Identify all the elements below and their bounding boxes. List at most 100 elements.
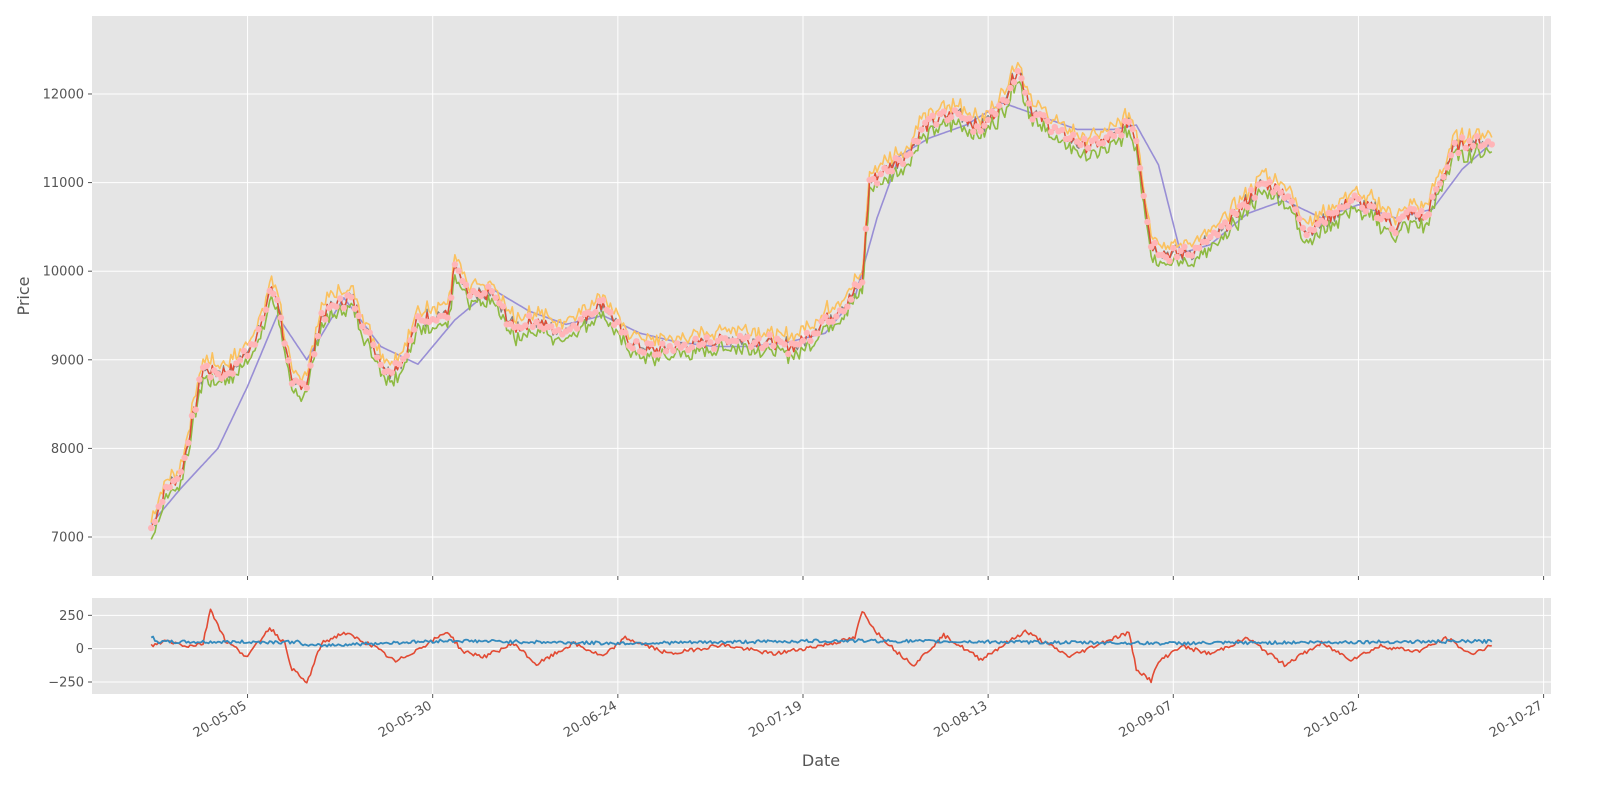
close-marker: [1125, 118, 1133, 126]
close-marker: [262, 306, 270, 313]
close-marker: [1451, 139, 1458, 147]
close-marker: [1418, 207, 1425, 215]
close-marker: [688, 343, 696, 351]
close-marker: [403, 352, 410, 359]
price-y-tick-label: 11000: [43, 176, 84, 191]
close-marker: [614, 318, 621, 326]
close-marker: [485, 283, 492, 290]
close-marker: [947, 114, 955, 121]
close-marker: [1051, 123, 1059, 131]
close-marker: [1273, 184, 1281, 192]
close-marker: [281, 340, 288, 347]
price-y-tick-label: 12000: [43, 87, 84, 102]
close-marker: [1233, 210, 1240, 218]
close-marker: [907, 150, 914, 157]
close-marker: [1277, 189, 1284, 196]
close-marker: [966, 115, 973, 122]
close-marker: [655, 351, 662, 358]
close-marker: [240, 347, 247, 354]
close-marker: [1362, 208, 1370, 215]
close-marker: [673, 340, 681, 347]
close-marker: [314, 333, 322, 340]
close-marker: [799, 337, 807, 344]
close-marker: [1473, 133, 1481, 140]
close-marker: [1455, 149, 1462, 157]
close-marker: [681, 341, 688, 348]
close-marker: [622, 329, 629, 336]
close-marker: [1110, 132, 1118, 140]
indicator-y-ticks: −250 0 250: [48, 609, 92, 691]
close-marker: [984, 116, 992, 124]
close-marker: [188, 412, 196, 419]
close-marker: [833, 313, 840, 320]
close-marker: [348, 294, 355, 301]
indicator-y-tick-label: 250: [59, 609, 84, 624]
close-marker: [1118, 132, 1125, 139]
close-marker: [1114, 127, 1121, 135]
close-marker: [244, 352, 251, 360]
indicator-panel: −250 0 250: [48, 598, 1551, 694]
close-marker: [373, 354, 381, 361]
close-marker: [1410, 206, 1418, 213]
close-marker: [151, 518, 159, 526]
close-marker: [299, 380, 307, 387]
close-marker: [770, 342, 777, 350]
close-marker: [1044, 117, 1051, 125]
close-marker: [862, 225, 870, 232]
close-marker: [1429, 193, 1436, 200]
close-marker: [607, 309, 614, 316]
close-marker: [707, 339, 714, 346]
close-marker: [270, 290, 277, 298]
price-gridlines: [92, 16, 1551, 576]
close-marker: [1099, 140, 1107, 147]
close-marker: [1266, 178, 1273, 186]
close-marker: [1170, 244, 1177, 252]
indicator-y-tick-label: −250: [48, 676, 84, 691]
close-marker: [355, 312, 362, 319]
close-marker: [1221, 219, 1229, 226]
close-marker: [666, 342, 673, 350]
close-marker: [933, 121, 940, 128]
close-marker: [1070, 131, 1077, 138]
close-marker: [888, 168, 896, 175]
close-marker: [1084, 144, 1092, 152]
close-marker: [548, 323, 555, 330]
close-marker: [1433, 186, 1440, 193]
close-marker: [899, 160, 907, 167]
close-marker: [648, 341, 655, 348]
close-marker: [981, 122, 988, 129]
close-marker: [462, 281, 470, 288]
close-marker: [733, 338, 740, 345]
close-marker: [525, 312, 533, 319]
close-marker: [351, 305, 359, 312]
close-marker: [762, 341, 770, 348]
price-y-tick-label: 7000: [51, 531, 84, 546]
close-marker: [1440, 173, 1447, 181]
close-marker: [699, 340, 707, 347]
close-marker: [229, 370, 236, 377]
x-axis-label: Date: [802, 751, 840, 770]
close-marker: [840, 308, 847, 315]
close-marker: [448, 294, 455, 301]
x-tick-label: 20-06-24: [561, 698, 620, 740]
close-marker: [1388, 225, 1396, 233]
low-line: [150, 79, 1493, 540]
price-y-axis-label: Price: [14, 276, 33, 315]
close-marker: [640, 349, 647, 356]
close-marker: [236, 357, 244, 364]
indicator-gridlines: [92, 598, 1551, 694]
close-marker: [1310, 226, 1318, 234]
close-marker: [1207, 234, 1214, 241]
close-marker: [318, 309, 325, 317]
close-marker: [710, 345, 718, 352]
close-marker: [1151, 239, 1159, 247]
close-marker: [1029, 116, 1036, 123]
close-marker: [1188, 252, 1196, 259]
close-marker: [411, 326, 418, 333]
close-marker: [1399, 213, 1407, 220]
close-marker: [599, 297, 607, 304]
close-marker: [1177, 247, 1184, 255]
price-y-ticks: 7000 8000 9000 10000 11000 12000: [43, 87, 92, 546]
close-marker: [1003, 98, 1010, 105]
